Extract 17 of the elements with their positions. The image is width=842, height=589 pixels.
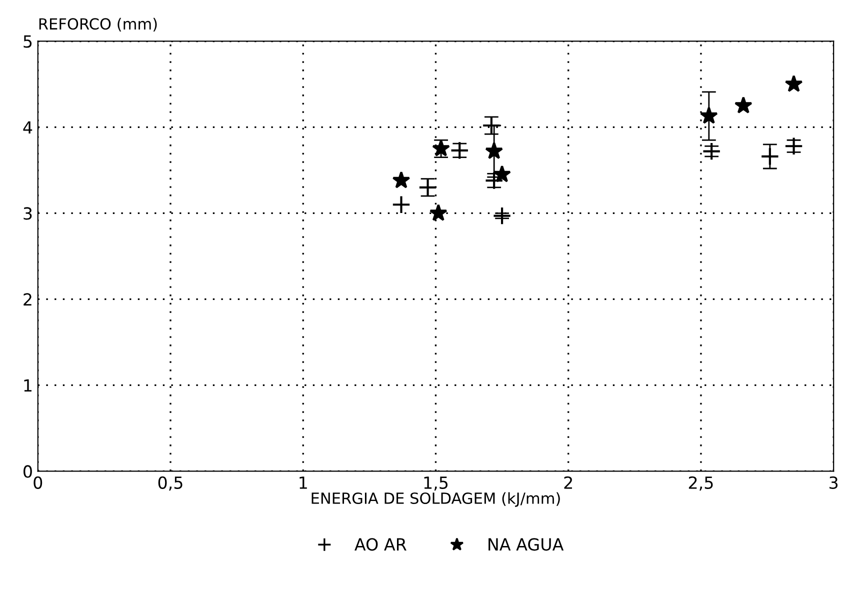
legend-label: AO AR — [354, 538, 406, 551]
legend-label: NA AGUA — [488, 538, 564, 551]
y-tick-label: 4 — [23, 121, 32, 134]
y-tick-label: 1 — [24, 379, 32, 392]
x-tick-label: 0 — [34, 476, 42, 489]
x-axis-title: ENERGIA DE SOLDAGEM (kJ/mm) — [312, 492, 560, 507]
y-tick-label: 2 — [24, 293, 32, 306]
y-tick-label: 5 — [24, 35, 32, 48]
x-tick-label: 1,5 — [424, 476, 448, 491]
x-tick-label: 3 — [830, 476, 838, 489]
x-tick-label: 2,5 — [688, 476, 713, 491]
y-tick-label: 0 — [24, 465, 32, 478]
x-tick-label: 1 — [300, 476, 307, 489]
x-tick-label: 2 — [564, 476, 572, 489]
y-axis-title: REFORCO (mm) — [39, 18, 157, 32]
y-tick-label: 3 — [24, 207, 32, 220]
x-tick-label: 0,5 — [158, 476, 182, 491]
